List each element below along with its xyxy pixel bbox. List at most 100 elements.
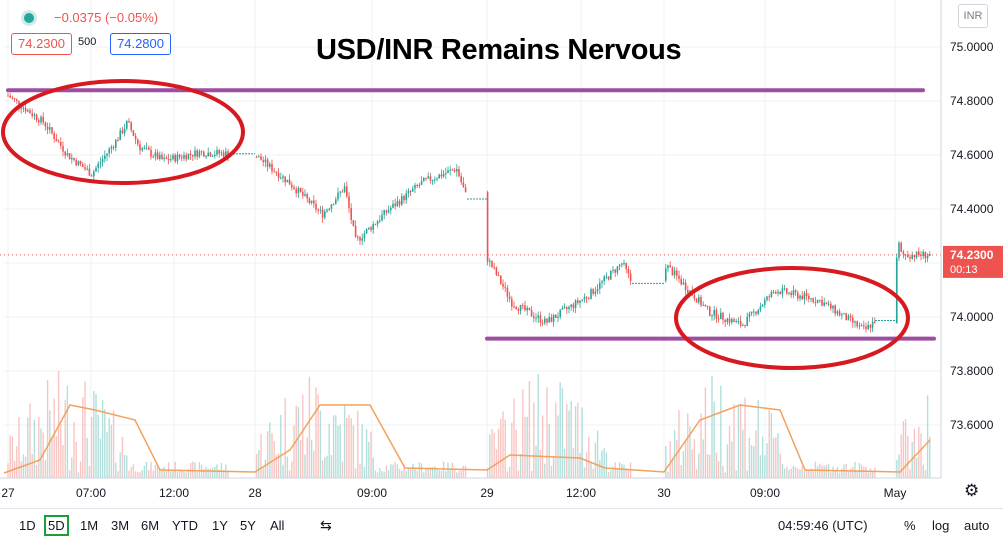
tf-all[interactable]: All [270,518,285,533]
candle-body [508,296,511,299]
volume-bar [97,414,99,478]
candle-body [713,309,715,316]
auto-toggle[interactable]: auto [964,518,990,533]
candle-body [317,209,319,211]
candle-body [264,159,267,163]
volume-bar [898,454,900,478]
volume-bar [526,416,528,478]
candle-body [797,292,799,299]
candle-body [535,317,537,319]
candle-body [596,289,599,292]
volume-bar [141,469,143,478]
volume-bar [720,385,722,478]
candle-body [170,159,172,161]
candle-body [427,176,429,179]
candle-body [442,173,445,177]
tf-5d[interactable]: 5D [44,515,69,536]
date-range-icon[interactable]: ⇆ [320,517,332,533]
gear-icon[interactable]: ⚙ [964,481,980,500]
volume-bar [209,468,212,478]
x-tick-label: 28 [248,486,262,500]
volume-bar [414,467,416,478]
candle-body [612,269,614,271]
volume-bar [211,467,214,478]
tf-ytd[interactable]: YTD [172,518,198,533]
volume-bar [766,443,768,478]
tf-6m[interactable]: 6M [141,518,160,533]
volume-bar [715,452,718,478]
tf-1y[interactable]: 1Y [212,518,228,533]
candle-body [108,148,110,154]
volume-bar [821,465,823,478]
candle-body [742,324,744,326]
tf-3m[interactable]: 3M [111,518,130,533]
candle-body [676,270,678,276]
candle-body [550,317,553,322]
candle-body [174,155,176,162]
volume-bar [563,448,566,478]
currency-badge[interactable]: INR [958,4,988,28]
candle-body [46,126,49,130]
volume-bar [445,471,447,478]
candle-body [821,300,823,306]
candle-body [574,300,577,308]
volume-bar [772,437,775,478]
candle-body [902,251,905,255]
candle-body [860,325,863,327]
candle-body [528,307,531,311]
candle-body [431,179,434,181]
candle-body [511,298,513,307]
candle-body [764,299,766,305]
volume-bar [291,461,293,478]
candle-body [847,315,850,321]
volume-bar [447,462,449,478]
volume-bar [288,470,291,478]
candle-body [258,156,260,158]
volume-bar [434,466,436,478]
volume-bar [275,454,278,478]
candle-body [715,309,718,319]
volume-bar [134,471,137,478]
volume-bar [838,472,841,478]
volume-bar [583,467,586,478]
candle-body [827,303,830,305]
bid-price[interactable]: 74.2300 [11,33,72,55]
percent-toggle[interactable]: % [904,518,916,533]
volume-bar [783,468,786,478]
candle-body [671,267,674,276]
volume-bar [396,464,399,478]
volume-bar [282,464,284,478]
candle-body [49,127,51,130]
tf-1d[interactable]: 1D [19,518,36,533]
candle-body [181,157,183,159]
volume-bar [625,467,627,478]
volume-bar [682,451,685,478]
candle-body [218,149,220,154]
candle-body [269,163,271,167]
price-chart[interactable]: 75.000074.800074.600074.400074.200074.00… [0,0,1003,508]
candle-body [137,139,139,145]
candle-body [753,311,755,313]
candle-body [810,298,812,300]
volume-bar [205,466,207,478]
candle-body [95,167,97,172]
volume-bar [86,437,88,478]
log-toggle[interactable]: log [932,518,950,533]
volume-bar [214,466,216,478]
tf-5y[interactable]: 5Y [240,518,256,533]
candle-body [698,297,700,303]
candle-body [262,160,264,163]
candle-body [618,264,621,267]
volume-bar [493,432,495,478]
ask-price[interactable]: 74.2800 [110,33,171,55]
tf-1m[interactable]: 1M [80,518,99,533]
candle-body [368,227,370,230]
candle-body [346,186,348,197]
candle-body [84,167,86,170]
candle-body [700,297,702,306]
volume-bar [24,456,27,478]
volume-bar [38,416,40,478]
volume-bar [570,401,572,478]
candle-body [416,184,418,186]
volume-bar [398,468,401,478]
